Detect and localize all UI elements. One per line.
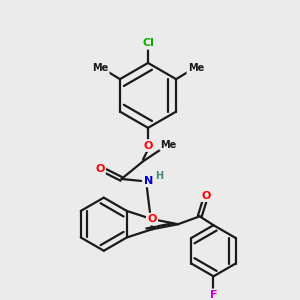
Text: O: O <box>143 140 153 151</box>
Text: O: O <box>202 191 211 201</box>
Text: O: O <box>95 164 104 174</box>
Text: N: N <box>144 176 154 186</box>
Text: Me: Me <box>160 140 177 150</box>
Text: Me: Me <box>188 63 204 73</box>
Text: H: H <box>155 171 163 181</box>
Text: O: O <box>147 214 157 224</box>
Text: Me: Me <box>92 63 108 73</box>
Text: F: F <box>210 290 217 300</box>
Text: Cl: Cl <box>142 38 154 48</box>
